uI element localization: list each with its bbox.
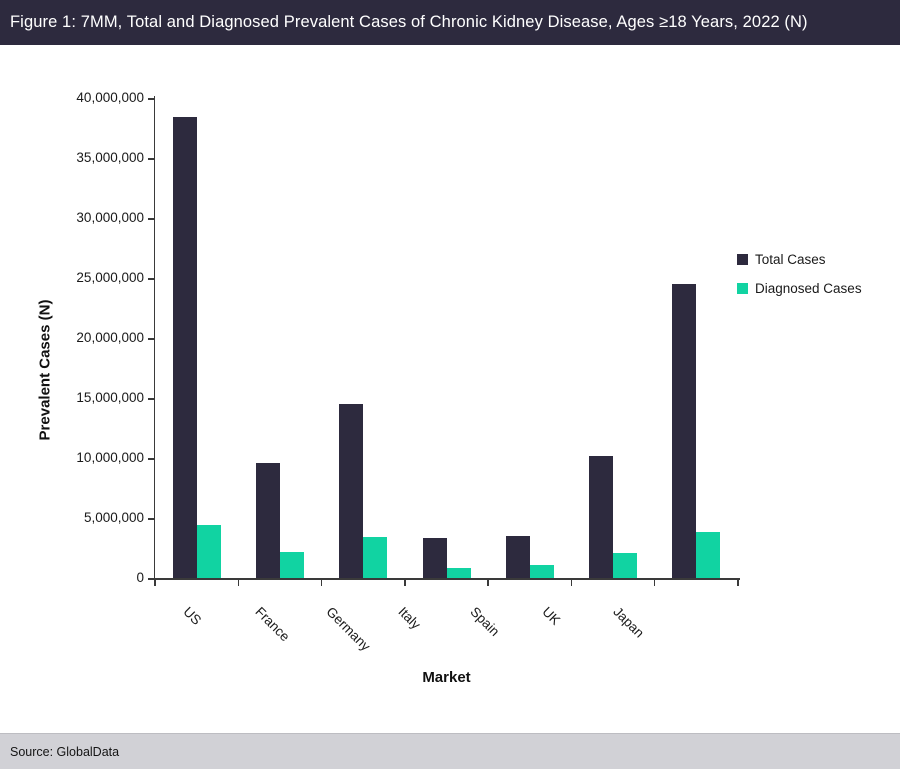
x-axis-line [153, 578, 740, 580]
y-axis-tick-label: 20,000,000 [76, 330, 144, 345]
x-axis-category-label-japan: Japan [610, 604, 648, 641]
x-axis-title: Market [422, 669, 471, 686]
bar-total-cases-germany [339, 404, 364, 578]
x-axis-tick [653, 579, 656, 586]
x-axis-category-label-france: France [252, 604, 293, 645]
x-axis-category-label-us: US [180, 604, 205, 628]
y-axis-tick-label: 15,000,000 [76, 390, 144, 405]
x-axis-tick [154, 579, 156, 586]
y-axis-tick-label: 0 [136, 570, 144, 585]
y-axis-tick [147, 278, 154, 280]
bar-diagnosed-cases-italy [446, 568, 471, 578]
source-text: Source: GlobalData [10, 744, 120, 759]
y-axis-tick [147, 398, 154, 400]
chart-plot-area: Prevalent Cases (N) Market Total Cases Di… [36, 90, 862, 686]
y-axis-tick [147, 98, 154, 100]
x-axis-tick [570, 579, 573, 586]
bar-total-cases-uk [589, 455, 614, 578]
x-axis-category-label-italy: Italy [395, 604, 424, 633]
bar-diagnosed-cases-germany [363, 537, 388, 578]
y-axis-line [153, 96, 155, 580]
legend-item-total-cases: Total Cases [737, 252, 862, 267]
figure-title-bar: Figure 1: 7MM, Total and Diagnosed Preva… [0, 0, 900, 45]
bar-diagnosed-cases-france [279, 551, 304, 578]
y-axis-tick-label: 10,000,000 [76, 450, 144, 465]
y-axis-tick-label: 25,000,000 [76, 270, 144, 285]
y-axis-tick [147, 158, 154, 160]
x-axis-tick [404, 579, 406, 586]
x-axis-tick [737, 579, 739, 586]
x-axis-tick [487, 579, 489, 586]
bar-total-cases-us [172, 117, 197, 578]
bar-diagnosed-cases-us [196, 525, 221, 578]
x-axis-category-label-spain: Spain [467, 604, 503, 640]
source-bar: Source: GlobalData [0, 733, 900, 769]
y-axis-tick [147, 458, 154, 460]
y-axis-tick [147, 338, 154, 340]
y-axis-tick [147, 218, 154, 220]
y-axis-tick-label: 35,000,000 [76, 150, 144, 165]
legend-label: Total Cases [755, 252, 826, 267]
legend-swatch-icon [737, 283, 748, 294]
chart-legend: Total Cases Diagnosed Cases [737, 252, 862, 310]
bar-total-cases-italy [422, 538, 447, 578]
y-axis-tick-label: 40,000,000 [76, 90, 144, 105]
legend-item-diagnosed-cases: Diagnosed Cases [737, 281, 862, 296]
y-axis-title: Prevalent Cases (N) [36, 299, 54, 441]
bar-diagnosed-cases-spain [529, 564, 554, 578]
bar-diagnosed-cases-uk [613, 552, 638, 578]
x-axis-tick [320, 579, 323, 586]
bar-total-cases-france [255, 462, 280, 578]
bar-diagnosed-cases-japan [696, 532, 721, 578]
x-axis-category-label-germany: Germany [323, 604, 374, 654]
y-axis-tick-label: 30,000,000 [76, 210, 144, 225]
legend-swatch-icon [737, 254, 748, 265]
bar-total-cases-japan [672, 284, 697, 578]
y-axis-tick [147, 578, 154, 580]
figure-title: Figure 1: 7MM, Total and Diagnosed Preva… [10, 13, 808, 31]
y-axis-tick [147, 518, 154, 520]
legend-label: Diagnosed Cases [755, 281, 862, 296]
bar-total-cases-spain [505, 536, 530, 578]
x-axis-category-label-uk: UK [538, 604, 563, 628]
y-axis-tick-label: 5,000,000 [83, 510, 144, 525]
x-axis-tick [237, 579, 240, 586]
